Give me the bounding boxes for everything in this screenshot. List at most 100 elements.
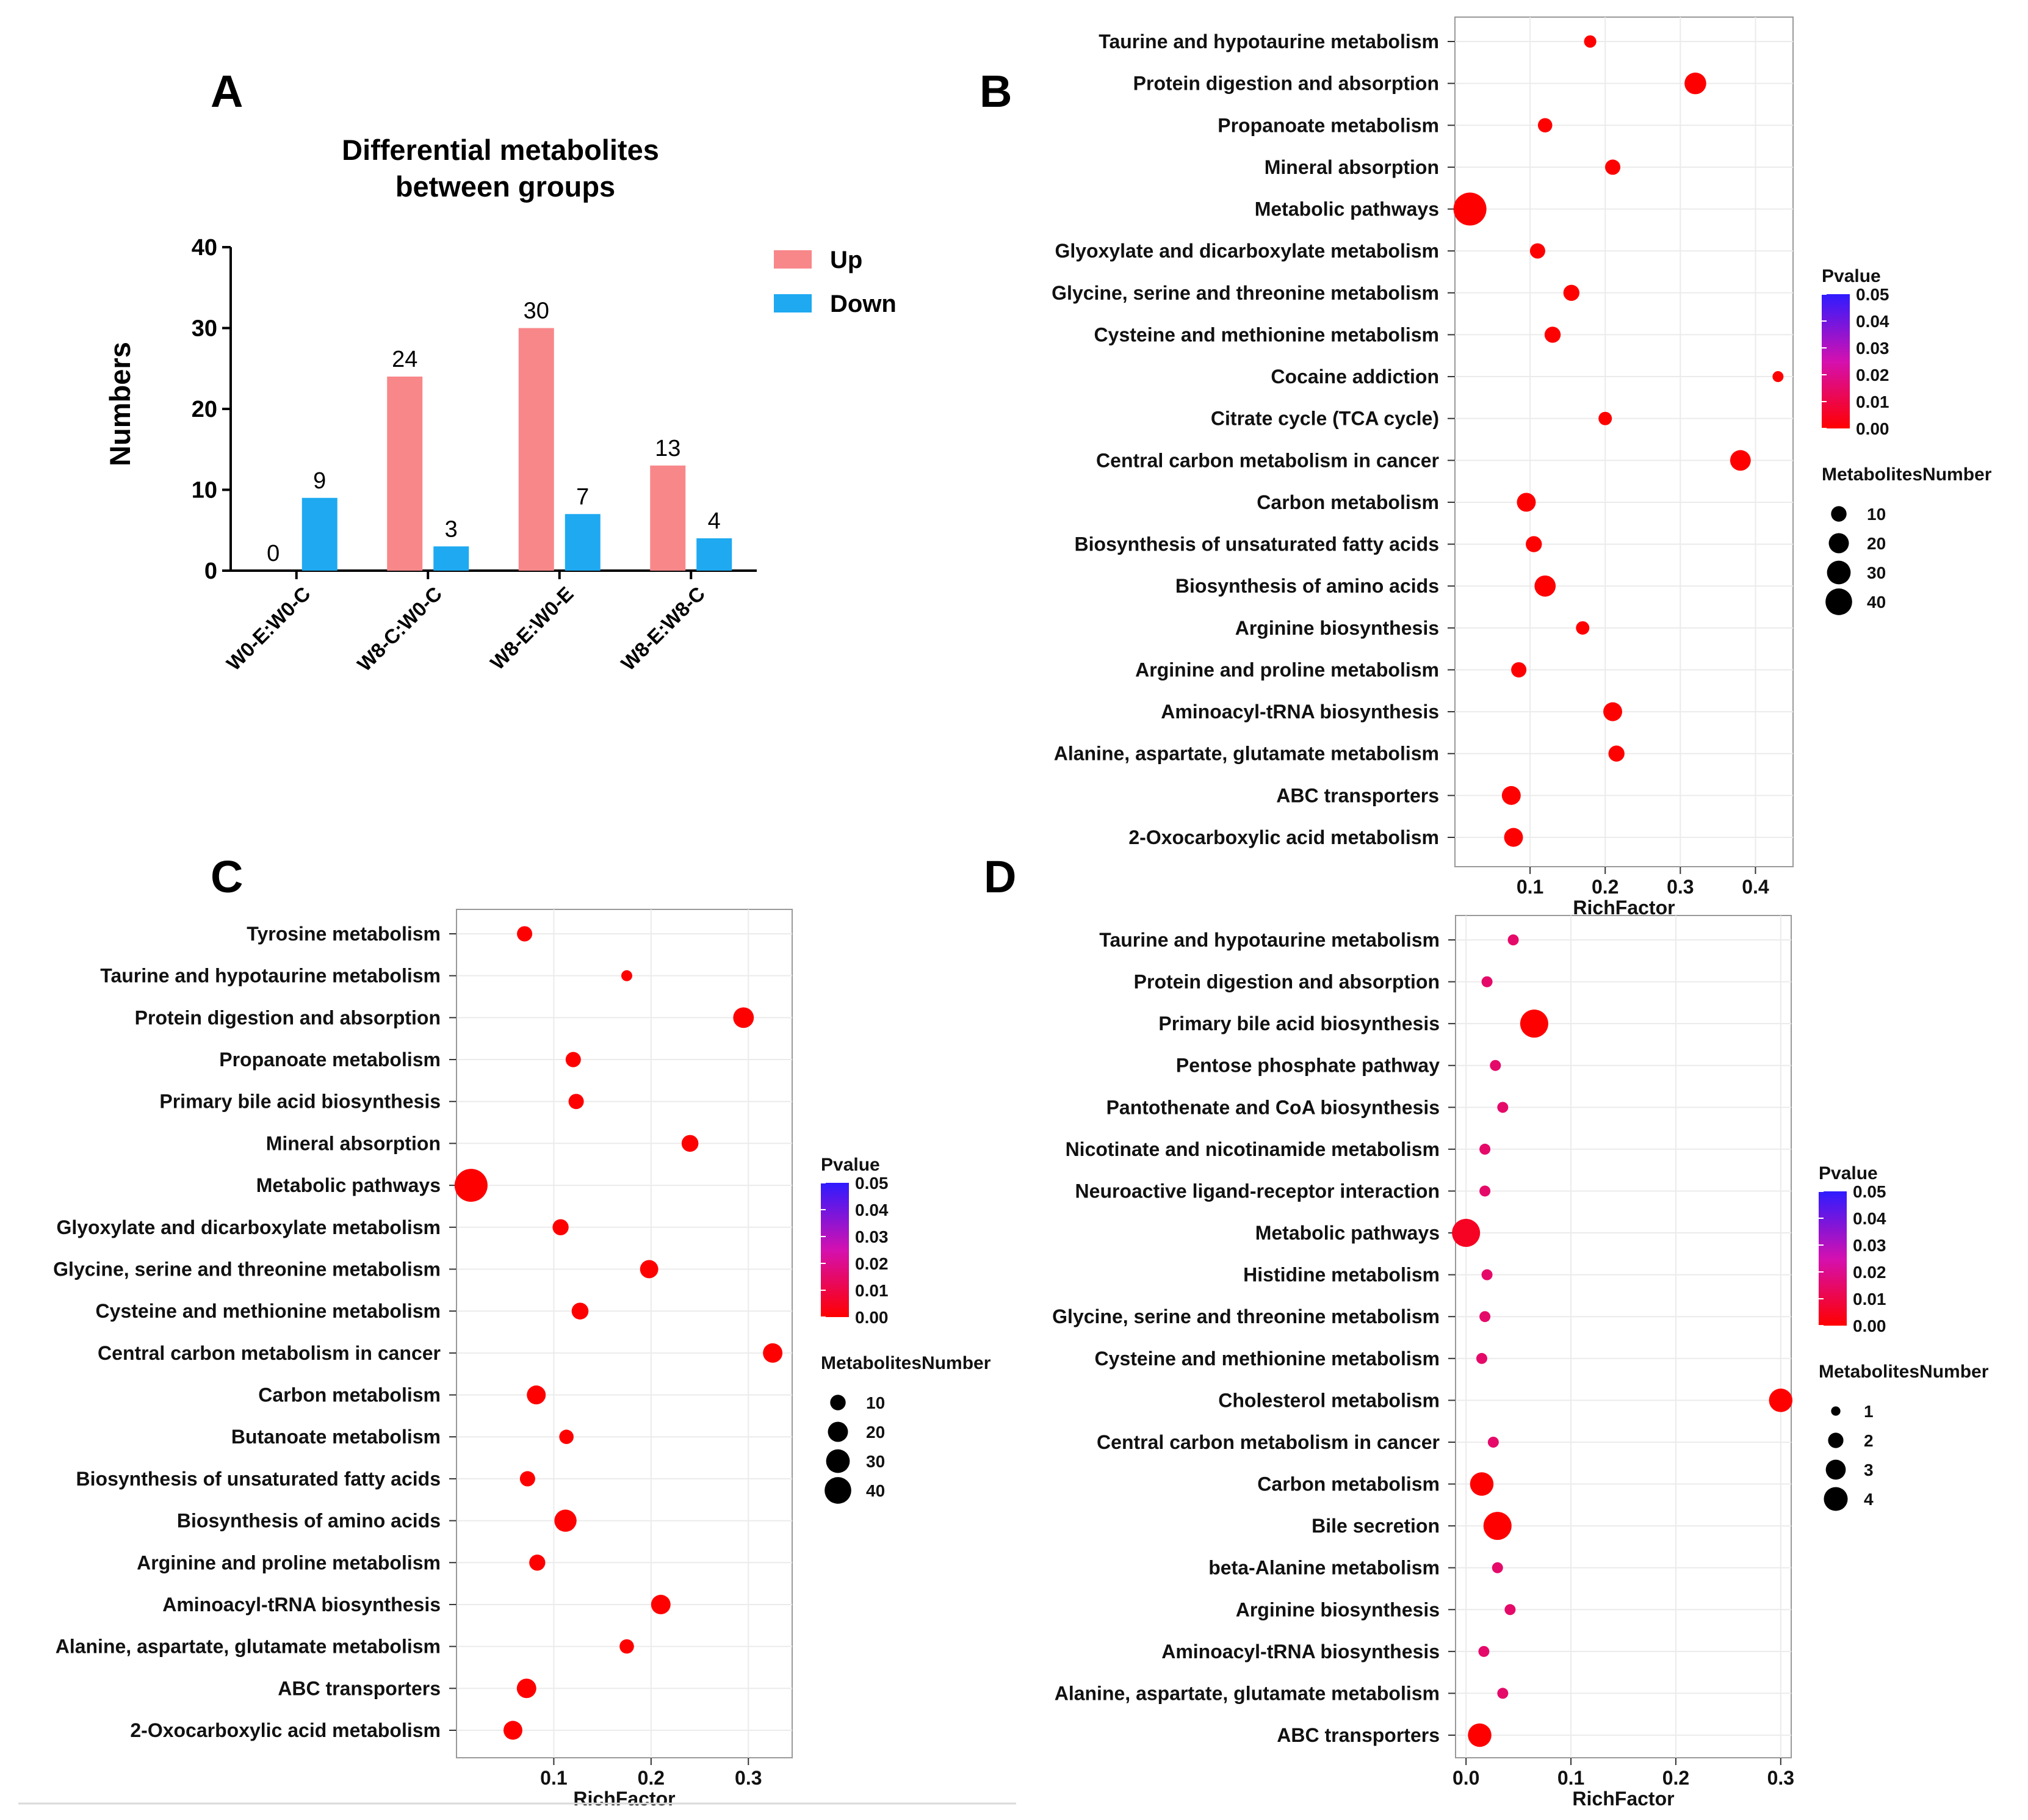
bar-chart-y-axis-label: Numbers xyxy=(104,342,136,466)
pathway-label: Aminoacyl-tRNA biosynthesis xyxy=(162,1594,441,1616)
plot-panel-border xyxy=(456,909,793,1758)
plot-panel-border xyxy=(1454,16,1794,867)
panel-c-enrichment-plot: Tyrosine metabolism Taurine and hypotauri… xyxy=(53,909,991,1810)
pathway-label: Citrate cycle (TCA cycle) xyxy=(1211,408,1439,430)
pathway-label: Aminoacyl-tRNA biosynthesis xyxy=(1161,1641,1440,1663)
pathway-label: Central carbon metabolism in cancer xyxy=(1097,1431,1440,1453)
pathway-label: Biosynthesis of unsaturated fatty acids xyxy=(76,1468,441,1490)
pathway-label: Mineral absorption xyxy=(1265,156,1439,178)
pathway-dot xyxy=(516,1678,536,1699)
legend-swatch-down xyxy=(774,294,812,312)
pathway-label: Taurine and hypotaurine metabolism xyxy=(1099,31,1439,52)
pathway-label: Arginine and proline metabolism xyxy=(1135,659,1439,681)
pathway-label: Taurine and hypotaurine metabolism xyxy=(100,965,441,987)
plot-x-tick-label: 0.1 xyxy=(1557,1767,1584,1789)
pvalue-legend-tick-label: 0.02 xyxy=(855,1254,889,1273)
pathway-dot xyxy=(619,1639,634,1654)
plot-x-tick-label: 0.3 xyxy=(1767,1767,1794,1789)
size-legend-dot xyxy=(1824,1487,1848,1511)
pathway-dot xyxy=(1598,411,1612,425)
pathway-dot xyxy=(1483,1512,1512,1540)
size-legend-label: 4 xyxy=(1864,1490,1874,1509)
pathway-label: Primary bile acid biosynthesis xyxy=(159,1091,441,1113)
bar-value-label: 13 xyxy=(655,436,680,461)
size-legend-dot xyxy=(1831,506,1847,522)
pathway-dot xyxy=(1490,1060,1501,1071)
pvalue-legend-title: Pvalue xyxy=(1822,266,1881,286)
plot-x-tick-label: 0.3 xyxy=(735,1767,762,1789)
pathway-label: Butanoate metabolism xyxy=(231,1426,441,1448)
panel-label-d: D xyxy=(984,851,1016,902)
pathway-label: Metabolic pathways xyxy=(1255,1222,1440,1244)
pathway-label: Carbon metabolism xyxy=(258,1384,441,1406)
pvalue-colorbar xyxy=(1822,294,1850,428)
bar-value-label: 3 xyxy=(445,516,458,542)
pathway-label: Arginine biosynthesis xyxy=(1235,617,1439,639)
pathway-dot xyxy=(1563,284,1580,301)
pathway-label: Glycine, serine and threonine metabolism xyxy=(1052,282,1439,304)
size-legend-label: 30 xyxy=(1867,563,1886,582)
pathway-dot xyxy=(519,1471,535,1487)
pathway-label: Biosynthesis of amino acids xyxy=(1175,575,1439,597)
pvalue-legend-tick-label: 0.04 xyxy=(1856,312,1889,331)
pathway-label: Carbon metabolism xyxy=(1257,491,1439,513)
pvalue-legend-title: Pvalue xyxy=(821,1155,880,1175)
bar-value-label: 9 xyxy=(313,468,326,494)
pvalue-legend-tick-label: 0.03 xyxy=(1856,339,1889,358)
pathway-dot xyxy=(1497,1102,1509,1113)
pathway-dot xyxy=(1730,450,1751,471)
pathway-label: Cocaine addiction xyxy=(1271,366,1439,388)
panel-b-enrichment-plot: Taurine and hypotaurine metabolism Protei… xyxy=(1052,16,1992,919)
pathway-label: Mineral absorption xyxy=(266,1132,441,1154)
pathway-label: Central carbon metabolism in cancer xyxy=(1096,449,1439,471)
bar-down xyxy=(301,497,337,571)
pathway-label: Cysteine and methionine metabolism xyxy=(1094,323,1439,345)
pathway-dot xyxy=(1576,621,1590,635)
pathway-dot xyxy=(1453,192,1487,226)
pvalue-legend-tick-label: 0.00 xyxy=(1856,419,1889,438)
pathway-label: Protein digestion and absorption xyxy=(1133,73,1439,95)
pathway-label: ABC transporters xyxy=(278,1677,441,1699)
pathway-dot xyxy=(1504,1604,1516,1616)
pvalue-legend-tick-label: 0.04 xyxy=(855,1201,889,1219)
pathway-dot xyxy=(1769,1388,1793,1412)
pathway-label: beta-Alanine metabolism xyxy=(1208,1557,1440,1579)
plot-x-tick-label: 0.2 xyxy=(1662,1767,1689,1789)
size-legend-dot xyxy=(1828,533,1849,554)
pathway-label: Protein digestion and absorption xyxy=(135,1006,441,1028)
pathway-label: Arginine biosynthesis xyxy=(1236,1598,1440,1620)
pathway-label: Alanine, aspartate, glutamate metabolism xyxy=(1055,1682,1440,1704)
bar-chart-y-tick-label: 20 xyxy=(192,397,217,422)
pvalue-legend-tick-label: 0.01 xyxy=(1856,392,1889,411)
pvalue-legend-tick-label: 0.02 xyxy=(1856,366,1889,385)
size-legend-title: MetabolitesNumber xyxy=(1819,1362,1989,1382)
bar-value-label: 4 xyxy=(708,508,721,534)
pathway-dot xyxy=(565,1052,581,1067)
pvalue-legend-tick-label: 0.01 xyxy=(855,1281,889,1300)
plot-x-tick-label: 0.1 xyxy=(540,1767,567,1789)
plot-x-tick-label: 0.2 xyxy=(638,1767,665,1789)
bar-up xyxy=(387,377,423,571)
legend-label-down: Down xyxy=(830,291,897,317)
pathway-label: Aminoacyl-tRNA biosynthesis xyxy=(1161,701,1439,723)
pathway-dot xyxy=(517,926,533,942)
bar-chart-title-line-1: Differential metabolites xyxy=(342,134,659,166)
pvalue-legend-tick-label: 0.02 xyxy=(1853,1263,1886,1282)
pathway-label: 2-Oxocarboxylic acid metabolism xyxy=(1128,826,1439,848)
pathway-dot xyxy=(571,1302,589,1320)
panel-label-b: B xyxy=(980,66,1012,117)
pathway-label: Metabolic pathways xyxy=(256,1174,441,1196)
pathway-dot xyxy=(568,1094,584,1110)
pvalue-legend-title: Pvalue xyxy=(1819,1163,1878,1183)
size-legend-label: 40 xyxy=(866,1481,885,1500)
pathway-dot xyxy=(559,1429,574,1445)
pathway-label: Cholesterol metabolism xyxy=(1218,1389,1440,1411)
pathway-dot xyxy=(554,1509,577,1532)
pathway-label: ABC transporters xyxy=(1277,1724,1440,1746)
bar-value-label: 7 xyxy=(576,484,589,510)
pathway-label: Propanoate metabolism xyxy=(219,1049,441,1071)
plot-panel-border xyxy=(1455,915,1792,1758)
pathway-dot xyxy=(1511,662,1527,677)
pathway-label: Histidine metabolism xyxy=(1243,1264,1440,1286)
